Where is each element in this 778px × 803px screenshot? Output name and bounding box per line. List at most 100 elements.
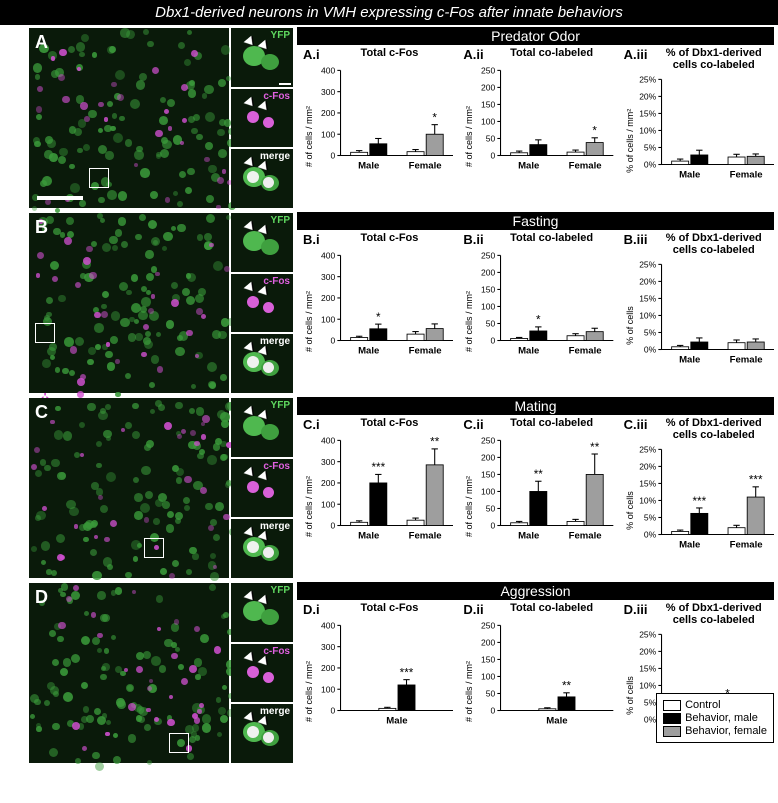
svg-text:0%: 0% [644,530,657,540]
svg-text:150: 150 [481,470,495,480]
svg-text:50: 50 [486,689,496,699]
y-axis-label: # of cells / mm² [303,619,315,763]
y-axis-label: # of cells / mm² [463,64,475,208]
y-axis-label: % of cells / mm² [624,73,636,208]
svg-text:150: 150 [481,655,495,665]
roi-box [169,733,189,753]
svg-text:Male: Male [358,160,379,170]
svg-text:100: 100 [481,487,495,497]
svg-text:200: 200 [481,453,495,463]
chart-C.iii: C.iii% of Dbx1-derived cells co-labeled … [624,417,774,578]
svg-text:5%: 5% [644,143,657,153]
svg-text:200: 200 [321,478,335,488]
inset-merge: merge [231,704,293,763]
inset-cfos: c-Fos [231,644,293,703]
svg-text:Male: Male [358,345,379,355]
inset-yfp: YFP [231,583,293,642]
svg-text:25%: 25% [639,630,656,640]
svg-text:200: 200 [481,83,495,93]
insets-D: YFP c-Fos merge [231,583,293,763]
svg-text:20%: 20% [639,92,656,102]
y-axis-label: # of cells / mm² [303,434,315,578]
svg-text:***: *** [400,666,414,679]
svg-text:0: 0 [491,521,496,531]
svg-text:200: 200 [321,293,335,303]
insets-A: YFP c-Fos merge [231,28,293,208]
chart-B.ii: B.iiTotal co-labeled # of cells / mm² 05… [463,232,613,393]
svg-text:300: 300 [321,642,335,652]
inset-yfp: YFP [231,213,293,272]
inset-merge: merge [231,149,293,208]
roi-box [89,168,109,188]
y-axis-label: # of cells / mm² [463,434,475,578]
svg-text:200: 200 [481,638,495,648]
svg-text:*: * [593,125,598,138]
svg-text:Female: Female [569,160,602,170]
svg-text:250: 250 [481,251,495,261]
micrograph-D: D [29,583,229,763]
chart-D.i: D.iTotal c-Fos # of cells / mm² 01002003… [303,602,453,763]
svg-text:50: 50 [486,134,496,144]
chart-A.iii: A.iii% of Dbx1-derived cells co-labeled … [624,47,774,208]
insets-C: YFP c-Fos merge [231,398,293,578]
svg-text:300: 300 [321,272,335,282]
behavior-title: Mating [297,397,774,415]
chart-D.ii: D.iiTotal co-labeled # of cells / mm² 05… [463,602,613,763]
svg-text:100: 100 [321,499,335,509]
svg-text:Female: Female [729,169,762,179]
panel-row-A: A YFP c-Fos merge Predator Odor A.iTotal… [26,25,778,210]
figure-title: Dbx1-derived neurons in VMH expressing c… [0,0,778,25]
legend-swatch-female [663,726,681,737]
svg-text:10%: 10% [639,311,656,321]
svg-text:400: 400 [321,436,335,446]
svg-text:Female: Female [729,539,762,549]
svg-text:100: 100 [321,314,335,324]
roi-box [144,538,164,558]
svg-text:Male: Male [547,715,568,725]
svg-text:***: *** [371,461,385,474]
behavior-title: Aggression [297,582,774,600]
svg-text:0%: 0% [644,345,657,355]
svg-text:Male: Male [679,354,700,364]
insets-B: YFP c-Fos merge [231,213,293,393]
svg-text:Female: Female [409,530,442,540]
svg-text:Female: Female [569,345,602,355]
chart-C.ii: C.iiTotal co-labeled # of cells / mm² 05… [463,417,613,578]
inset-cfos: c-Fos [231,274,293,333]
svg-text:15%: 15% [639,479,656,489]
panel-row-B: B YFP c-Fos merge Fasting B.iTotal c-Fos… [26,210,778,395]
svg-text:25%: 25% [639,75,656,85]
inset-cfos: c-Fos [231,459,293,518]
inset-yfp: YFP [231,398,293,457]
svg-text:100: 100 [481,672,495,682]
svg-text:**: ** [430,436,440,449]
svg-text:***: *** [692,495,706,508]
svg-text:400: 400 [321,251,335,261]
chart-B.iii: B.iii% of Dbx1-derived cells co-labeled … [624,232,774,393]
svg-text:200: 200 [481,268,495,278]
y-axis-label: # of cells / mm² [303,64,315,208]
chart-A.i: A.iTotal c-Fos # of cells / mm² 01002003… [303,47,453,208]
legend-swatch-male [663,713,681,724]
behavior-title: Predator Odor [297,27,774,45]
micrograph-A: A [29,28,229,208]
svg-text:Male: Male [679,539,700,549]
svg-text:20%: 20% [639,647,656,657]
svg-text:25%: 25% [639,445,656,455]
svg-text:Male: Male [518,160,539,170]
svg-text:10%: 10% [639,496,656,506]
svg-text:***: *** [749,474,763,487]
inset-merge: merge [231,334,293,393]
svg-text:400: 400 [321,66,335,76]
svg-text:10%: 10% [639,126,656,136]
svg-text:15%: 15% [639,109,656,119]
inset-yfp: YFP [231,28,293,87]
roi-box [35,323,55,343]
svg-text:50: 50 [486,504,496,514]
chart-area-B: Fasting B.iTotal c-Fos # of cells / mm² … [295,210,778,395]
svg-text:300: 300 [321,87,335,97]
svg-text:50: 50 [486,319,496,329]
svg-text:100: 100 [481,117,495,127]
svg-text:300: 300 [321,457,335,467]
svg-text:Female: Female [409,345,442,355]
